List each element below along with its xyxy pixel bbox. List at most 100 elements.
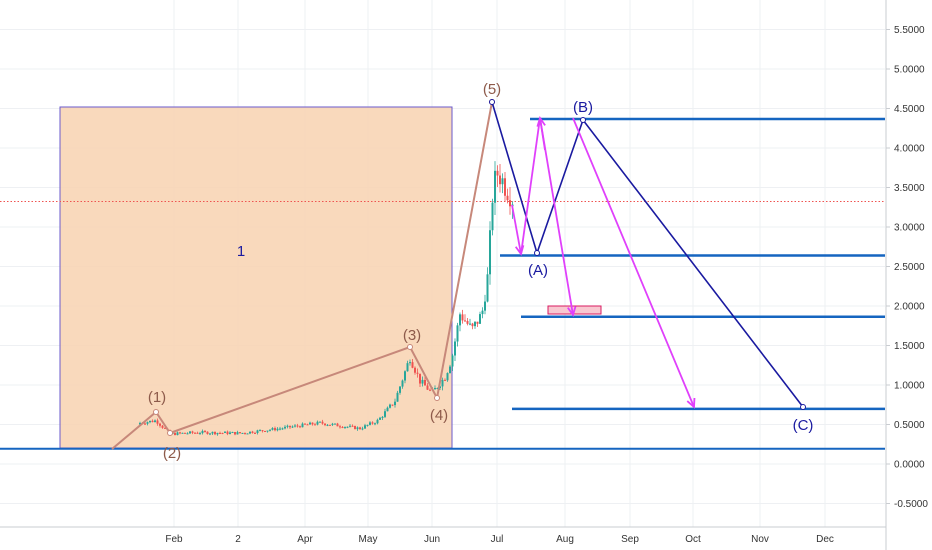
candle-body (291, 426, 294, 428)
candle-body (394, 401, 396, 406)
candle-body (471, 323, 474, 327)
correction-abc-line (491, 101, 804, 408)
candle-body (256, 430, 259, 433)
candle-body (364, 425, 366, 429)
candle-body (326, 424, 329, 426)
candle-body (366, 424, 369, 426)
candle-body (409, 362, 411, 364)
candle-body (269, 429, 271, 431)
x-tick-label: Feb (165, 534, 183, 545)
candle-body (464, 320, 466, 322)
candle-body (204, 430, 206, 432)
wave-label-text: (1) (148, 389, 166, 406)
candle-body (216, 432, 219, 435)
candle-body (349, 425, 351, 427)
x-tick-label: 2 (235, 534, 241, 545)
candle-body (421, 379, 424, 384)
candle-body (361, 428, 364, 430)
candle-body (286, 425, 289, 427)
candle-body (264, 430, 266, 432)
y-tick-label: 2.5000 (894, 262, 925, 273)
candle-body (479, 314, 481, 324)
candle-body (504, 178, 506, 196)
candle-body (251, 431, 254, 433)
candle-body (201, 430, 204, 434)
candle-body (396, 392, 399, 402)
candle-body (246, 433, 249, 435)
price-axis[interactable]: 5.5000 5.0000 4.5000 4.0000 3.5000 3.0000 2.50… (885, 0, 932, 550)
correction-point (800, 404, 806, 410)
candle-body (181, 432, 184, 434)
candle-body (376, 419, 379, 424)
candle-body (486, 274, 489, 302)
candle-body (139, 422, 141, 425)
candle-body (429, 389, 431, 391)
candle-body (434, 388, 436, 390)
candle-body (174, 432, 176, 436)
candle-body (426, 385, 429, 390)
wave-point (407, 344, 413, 350)
x-tick-label: Jul (491, 534, 504, 545)
candle-body (329, 424, 331, 426)
candle-body (419, 373, 421, 384)
candle-body (146, 422, 149, 424)
candle-body (311, 422, 314, 425)
x-tick-label: Sep (621, 534, 639, 545)
candle-body (314, 424, 316, 426)
candle-body (271, 428, 274, 430)
candle-body (496, 170, 499, 176)
candle-body (461, 314, 464, 321)
candle-body (281, 428, 284, 430)
projection-arrow (572, 117, 695, 408)
candle-body (239, 432, 241, 434)
candle-body (319, 421, 321, 423)
candle-body (306, 424, 309, 426)
x-tick-label: Jun (424, 534, 440, 545)
candle-body (456, 325, 459, 342)
candle-body (244, 432, 246, 434)
y-tick-label: 4.0000 (894, 144, 925, 155)
candle-body (381, 416, 384, 418)
candle-body (386, 407, 389, 412)
candle-body (206, 431, 209, 435)
wave-point (153, 409, 159, 415)
wave-point (167, 430, 173, 436)
candle-body (191, 431, 194, 433)
candle-body (254, 432, 256, 434)
candle-body (274, 428, 276, 431)
candle-body (276, 428, 279, 431)
candlesticks (139, 161, 514, 436)
candle-body (304, 423, 306, 425)
y-tick-label: 0.5000 (894, 420, 925, 431)
y-tick-label: 2.0000 (894, 302, 925, 313)
candle-body (469, 323, 471, 325)
candle-body (506, 195, 509, 201)
candle-body (234, 431, 236, 435)
candle-body (196, 432, 199, 434)
candle-body (279, 428, 281, 430)
y-tick-label: 5.5000 (894, 25, 925, 36)
candle-body (466, 320, 469, 324)
candle-body (186, 433, 189, 435)
candle-body (489, 230, 491, 275)
candle-body (209, 433, 211, 435)
candle-body (399, 386, 401, 393)
y-tick-label: 3.5000 (894, 183, 925, 194)
y-tick-label: 3.0000 (894, 223, 925, 234)
candle-body (226, 431, 229, 435)
candle-body (259, 430, 261, 432)
candle-body (176, 432, 179, 436)
candle-body (481, 310, 484, 315)
candle-body (384, 411, 386, 417)
candle-body (411, 362, 414, 368)
candle-body (484, 301, 486, 311)
candle-body (344, 426, 346, 428)
candle-body (451, 355, 454, 367)
wave-lines (111, 99, 806, 450)
candle-body (509, 200, 511, 207)
candle-body (294, 425, 296, 427)
y-tick-label: 5.0000 (894, 65, 925, 76)
time-axis[interactable]: Feb 2 Apr May Jun Jul Aug Sep Oct Nov Dec (0, 526, 886, 545)
candle-body (299, 426, 301, 428)
